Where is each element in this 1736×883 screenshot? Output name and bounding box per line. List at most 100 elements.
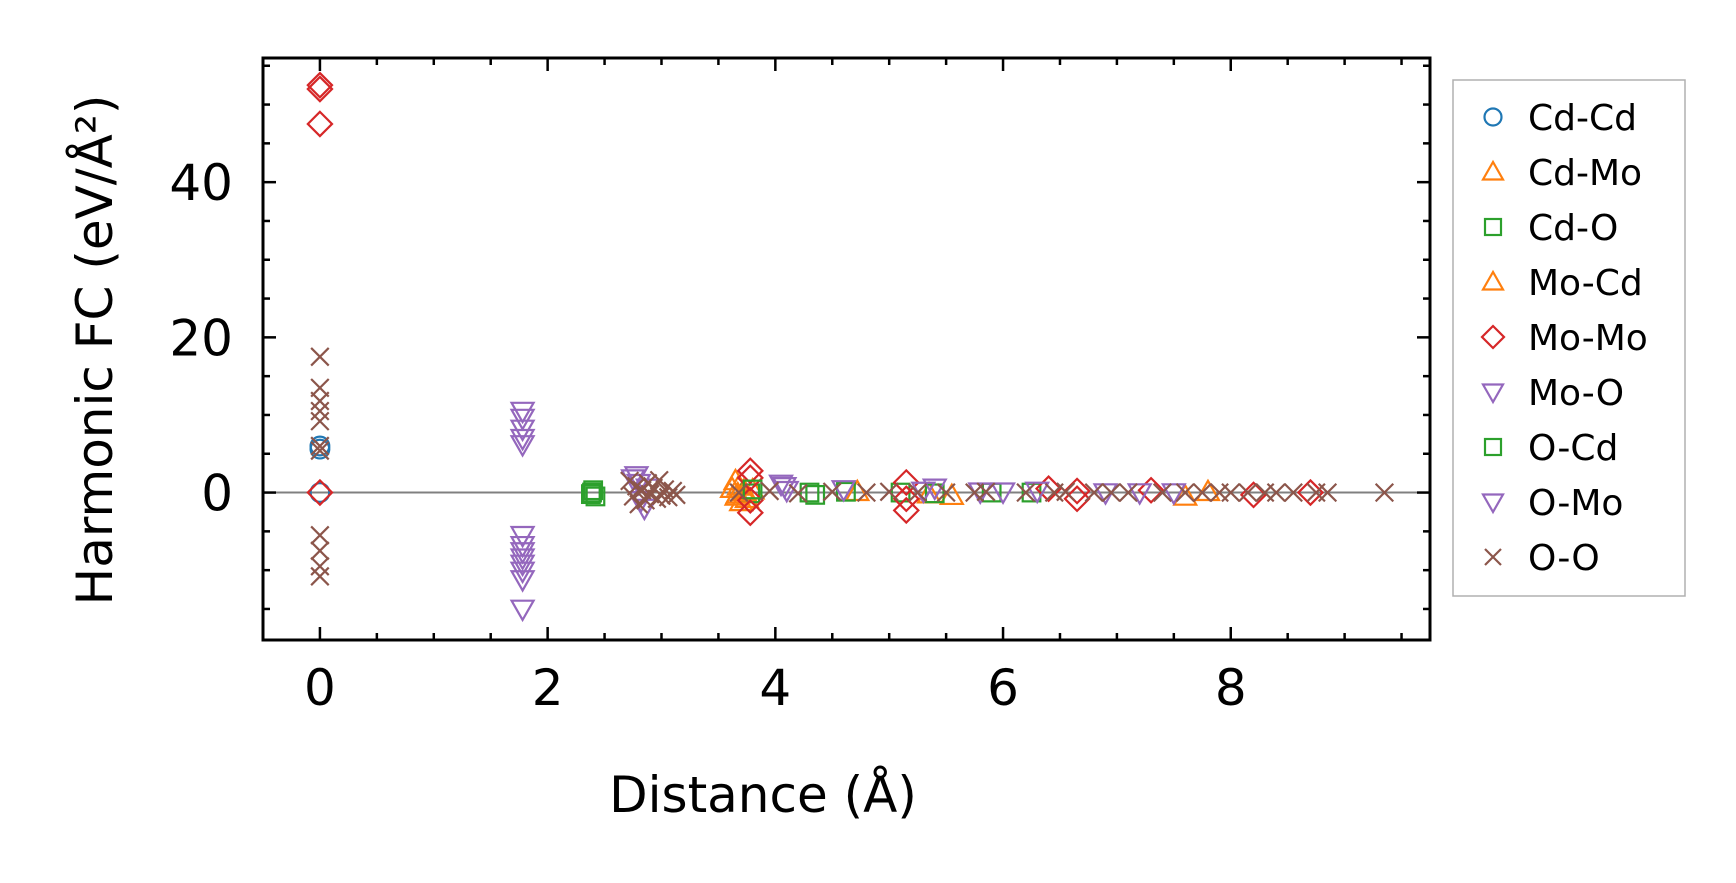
legend-item: Mo-Cd xyxy=(1481,263,1643,304)
data-point xyxy=(892,496,920,525)
data-point xyxy=(666,485,686,505)
legend-label: O-Cd xyxy=(1528,428,1618,469)
legend-label: Cd-Cd xyxy=(1528,98,1637,139)
data-point xyxy=(736,464,764,492)
data-point xyxy=(309,438,331,460)
legend: Cd-Cd Cd-Mo Cd-O Mo-Cd Mo-Mo Mo-O O-Cd O-Mo O-O xyxy=(1452,79,1686,597)
y-tick-label: 20 xyxy=(169,309,233,367)
data-point xyxy=(921,478,948,502)
data-point xyxy=(509,548,536,571)
legend-item: Mo-O xyxy=(1481,373,1624,414)
legend-item: O-O xyxy=(1484,538,1600,579)
legend-label: O-O xyxy=(1528,538,1600,579)
series-cd-cd xyxy=(309,435,331,504)
data-point xyxy=(736,457,764,485)
legend-item: Cd-Cd xyxy=(1483,98,1637,139)
data-point xyxy=(1063,477,1091,505)
data-point xyxy=(1137,476,1165,504)
data-markers xyxy=(306,71,1395,623)
x-tick-label: 8 xyxy=(1215,659,1247,717)
data-point xyxy=(509,408,536,432)
data-point xyxy=(509,599,536,623)
data-point xyxy=(509,542,536,565)
data-point xyxy=(310,436,330,456)
legend-item: O-Mo xyxy=(1481,483,1623,524)
legend-item: Cd-O xyxy=(1483,208,1618,249)
legend-marker xyxy=(1481,383,1505,405)
data-point xyxy=(1266,482,1286,503)
data-point xyxy=(856,482,877,503)
data-point xyxy=(509,570,536,593)
data-point xyxy=(649,470,669,490)
y-tick-label: 0 xyxy=(201,465,233,523)
legend-marker xyxy=(1483,437,1503,457)
data-point xyxy=(509,535,536,559)
series-o-o xyxy=(310,347,1395,586)
x-tick-label: 4 xyxy=(759,659,791,717)
legend-item: Cd-Mo xyxy=(1481,153,1642,194)
data-point xyxy=(760,481,780,501)
data-point xyxy=(310,441,330,461)
legend-item: O-Cd xyxy=(1483,428,1618,469)
data-point xyxy=(990,482,1016,506)
data-point xyxy=(1238,482,1258,503)
data-point xyxy=(936,482,956,503)
data-point xyxy=(582,482,602,503)
y-axis-label: Harmonic FC (eV/Å²) xyxy=(66,95,124,606)
data-point xyxy=(509,435,536,458)
y-tick-label: 40 xyxy=(169,154,233,212)
data-point xyxy=(836,481,856,502)
data-point xyxy=(736,499,764,527)
data-point xyxy=(1034,475,1063,503)
data-point xyxy=(310,391,330,411)
data-point xyxy=(1296,478,1325,507)
data-point xyxy=(879,482,899,502)
data-point xyxy=(976,482,996,502)
legend-label: Cd-Mo xyxy=(1528,153,1642,194)
data-point xyxy=(892,468,920,497)
legend-marker xyxy=(1481,269,1505,291)
data-point xyxy=(583,480,604,501)
legend-marker xyxy=(1481,159,1505,181)
x-tick-label: 6 xyxy=(987,659,1019,717)
data-point xyxy=(1024,481,1051,505)
legend-marker xyxy=(1483,107,1503,127)
data-point xyxy=(1195,478,1221,502)
data-point xyxy=(1221,482,1241,503)
data-point xyxy=(1016,482,1036,503)
data-point xyxy=(626,476,647,496)
data-point xyxy=(799,482,820,503)
data-point xyxy=(771,477,798,500)
legend-item: Mo-Mo xyxy=(1480,318,1648,359)
data-point xyxy=(1126,483,1153,506)
data-point xyxy=(509,428,536,452)
data-point xyxy=(585,486,606,507)
data-point xyxy=(509,401,536,425)
legend-label: Cd-O xyxy=(1528,208,1618,249)
plot-frame xyxy=(261,56,1432,642)
data-point xyxy=(924,483,945,504)
data-point xyxy=(830,480,857,503)
data-point xyxy=(306,71,334,99)
legend-marker xyxy=(1480,324,1506,350)
series-cd-o xyxy=(580,480,1042,507)
data-point xyxy=(1317,482,1338,503)
x-tick-label: 2 xyxy=(532,659,564,717)
data-point xyxy=(908,482,928,503)
data-point xyxy=(1118,482,1138,503)
x-axis-label: Distance (Å) xyxy=(609,766,917,824)
data-point xyxy=(1056,482,1076,502)
x-tick-label: 0 xyxy=(304,659,336,717)
data-point xyxy=(509,554,536,578)
data-point xyxy=(1192,482,1212,503)
legend-label: O-Mo xyxy=(1528,483,1623,524)
legend-label: Mo-Cd xyxy=(1528,263,1643,304)
axes: 0 2 4 6 8 0 20 40 xyxy=(169,56,1432,717)
data-point xyxy=(310,347,330,367)
data-point xyxy=(310,566,330,586)
legend-label: Mo-O xyxy=(1528,373,1624,414)
series-mo-o xyxy=(509,401,1187,623)
data-point xyxy=(719,475,745,499)
data-point xyxy=(306,110,334,138)
